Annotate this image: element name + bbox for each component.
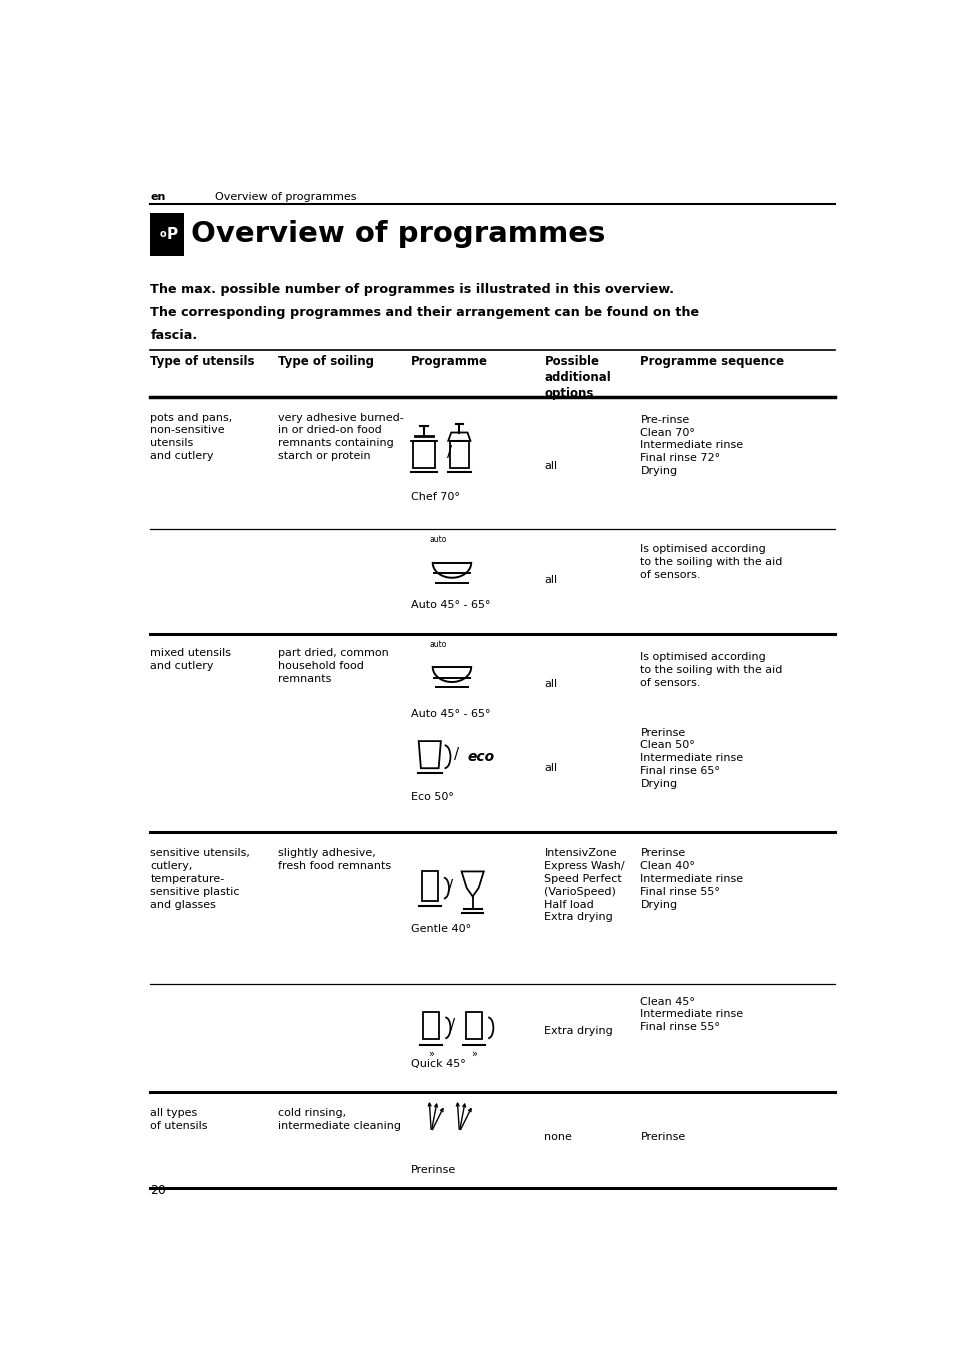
- Text: /: /: [454, 747, 458, 762]
- Text: Prerinse
Clean 40°
Intermediate rinse
Final rinse 55°
Drying: Prerinse Clean 40° Intermediate rinse Fi…: [639, 849, 742, 910]
- Text: Overview of programmes: Overview of programmes: [191, 221, 605, 248]
- Text: Prerinse: Prerinse: [411, 1166, 456, 1175]
- Text: The corresponding programmes and their arrangement can be found on the: The corresponding programmes and their a…: [151, 306, 699, 320]
- Text: mixed utensils
and cutlery: mixed utensils and cutlery: [151, 649, 231, 672]
- Text: Pre-rinse
Clean 70°
Intermediate rinse
Final rinse 72°
Drying: Pre-rinse Clean 70° Intermediate rinse F…: [639, 414, 742, 477]
- Text: o: o: [159, 229, 166, 240]
- Text: Gentle 40°: Gentle 40°: [411, 923, 471, 933]
- Text: all: all: [544, 575, 557, 585]
- Text: fascia.: fascia.: [151, 329, 197, 343]
- Text: /: /: [447, 445, 452, 460]
- Text: Auto 45° - 65°: Auto 45° - 65°: [411, 708, 490, 719]
- Text: all types
of utensils: all types of utensils: [151, 1108, 208, 1131]
- Text: 20: 20: [151, 1183, 166, 1197]
- Text: /: /: [450, 1018, 455, 1033]
- Text: P: P: [167, 227, 177, 242]
- Text: all: all: [544, 678, 557, 689]
- Text: all: all: [544, 764, 557, 773]
- Bar: [151, 213, 184, 256]
- Text: Extra drying: Extra drying: [544, 1026, 613, 1036]
- Text: auto: auto: [430, 535, 447, 544]
- Text: sensitive utensils,
cutlery,
temperature-
sensitive plastic
and glasses: sensitive utensils, cutlery, temperature…: [151, 849, 250, 910]
- Text: Programme sequence: Programme sequence: [639, 355, 783, 368]
- Text: Overview of programmes: Overview of programmes: [215, 192, 356, 202]
- Text: Programme: Programme: [411, 355, 488, 368]
- Text: IntensivZone
Express Wash/
Speed Perfect
(VarioSpeed)
Half load
Extra drying: IntensivZone Express Wash/ Speed Perfect…: [544, 849, 624, 922]
- Text: part dried, common
household food
remnants: part dried, common household food remnan…: [278, 649, 389, 684]
- Text: en: en: [151, 192, 166, 202]
- Text: cold rinsing,
intermediate cleaning: cold rinsing, intermediate cleaning: [278, 1108, 401, 1131]
- Text: Is optimised according
to the soiling with the aid
of sensors.: Is optimised according to the soiling wi…: [639, 544, 782, 580]
- Text: pots and pans,
non-sensitive
utensils
and cutlery: pots and pans, non-sensitive utensils an…: [151, 413, 233, 462]
- Text: Type of utensils: Type of utensils: [151, 355, 254, 368]
- Text: »: »: [471, 1049, 476, 1059]
- Text: Prerinse: Prerinse: [639, 1132, 685, 1141]
- Text: Auto 45° - 65°: Auto 45° - 65°: [411, 600, 490, 611]
- Text: The max. possible number of programmes is illustrated in this overview.: The max. possible number of programmes i…: [151, 283, 674, 297]
- Text: /: /: [448, 879, 453, 894]
- Text: eco: eco: [468, 750, 495, 764]
- Text: Possible
additional
options: Possible additional options: [544, 355, 611, 401]
- Text: Type of soiling: Type of soiling: [278, 355, 374, 368]
- Text: Prerinse
Clean 50°
Intermediate rinse
Final rinse 65°
Drying: Prerinse Clean 50° Intermediate rinse Fi…: [639, 727, 742, 789]
- Text: auto: auto: [430, 639, 447, 649]
- Text: »: »: [428, 1049, 434, 1059]
- Text: slightly adhesive,
fresh food remnants: slightly adhesive, fresh food remnants: [278, 849, 391, 871]
- Text: all: all: [544, 460, 557, 471]
- Text: Quick 45°: Quick 45°: [411, 1059, 466, 1070]
- Text: none: none: [544, 1132, 572, 1141]
- Text: very adhesive burned-
in or dried-on food
remnants containing
starch or protein: very adhesive burned- in or dried-on foo…: [278, 413, 403, 462]
- Text: Is optimised according
to the soiling with the aid
of sensors.: Is optimised according to the soiling wi…: [639, 653, 782, 688]
- Text: Chef 70°: Chef 70°: [411, 492, 459, 502]
- Text: Clean 45°
Intermediate rinse
Final rinse 55°: Clean 45° Intermediate rinse Final rinse…: [639, 997, 742, 1032]
- Text: Eco 50°: Eco 50°: [411, 792, 454, 802]
